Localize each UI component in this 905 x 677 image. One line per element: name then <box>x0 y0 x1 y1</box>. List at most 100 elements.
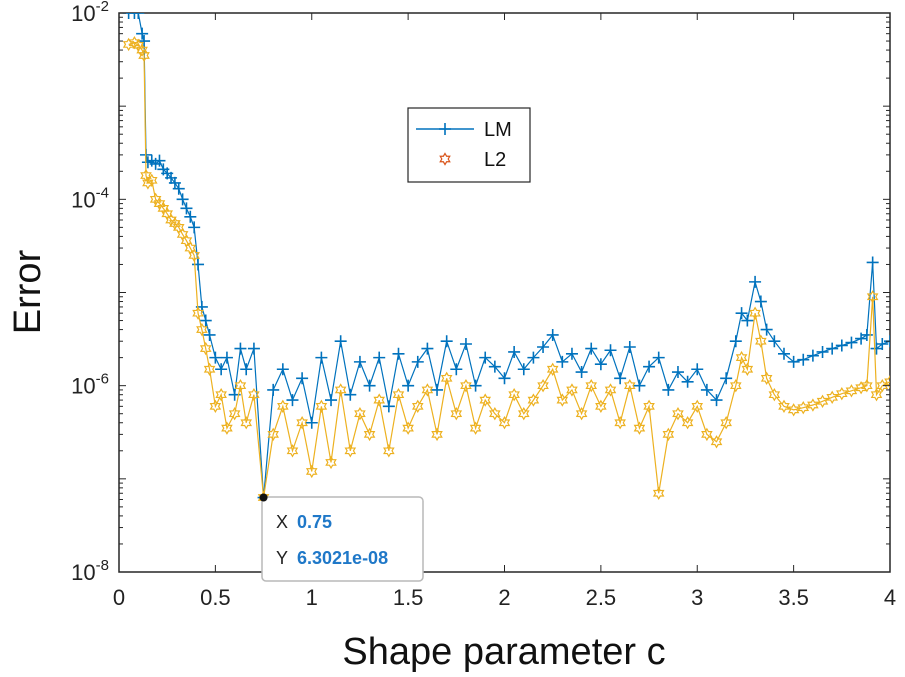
data-point <box>517 363 530 376</box>
data-point <box>556 393 569 407</box>
data-point <box>373 351 386 364</box>
data-point <box>305 416 318 429</box>
data-point <box>575 407 588 421</box>
data-point <box>286 394 299 407</box>
data-point <box>652 351 665 364</box>
data-point <box>797 353 810 366</box>
data-point <box>234 378 247 393</box>
legend-box <box>407 107 531 183</box>
data-point <box>604 344 617 357</box>
data-point <box>411 399 424 414</box>
data-point <box>421 383 434 397</box>
data-point <box>787 355 800 368</box>
data-point <box>866 290 879 304</box>
data-point <box>508 388 520 402</box>
data-point <box>334 383 347 397</box>
data-point <box>459 338 472 351</box>
data-point <box>735 307 748 320</box>
data-point <box>741 314 754 327</box>
data-point <box>566 383 578 397</box>
data-point <box>556 355 569 368</box>
data-point <box>479 393 492 407</box>
y-tick-label: 10-2 <box>71 0 109 26</box>
data-point <box>866 256 879 269</box>
series-line <box>128 13 890 498</box>
legend-marker <box>439 152 451 166</box>
data-point <box>777 347 790 360</box>
data-point <box>860 328 873 341</box>
data-point <box>835 339 848 352</box>
data-point <box>277 399 289 414</box>
data-point <box>816 394 829 408</box>
data-point <box>565 347 578 360</box>
data-point <box>344 388 357 401</box>
data-point <box>392 388 405 402</box>
data-point <box>710 435 723 449</box>
data-point <box>402 421 414 435</box>
data-point <box>411 355 424 368</box>
series-LM <box>122 13 890 504</box>
data-point <box>546 362 559 376</box>
datatip-x-label: X <box>276 512 288 532</box>
series-L2 <box>122 36 890 505</box>
data-point <box>662 383 675 396</box>
data-point <box>240 416 253 430</box>
data-point <box>248 388 260 402</box>
data-point <box>681 416 694 430</box>
data-point <box>353 355 366 368</box>
datatip[interactable]: X 0.75 Y 6.3021e-08 <box>259 493 424 582</box>
y-axis-title: Error <box>7 249 49 334</box>
data-point <box>209 399 222 414</box>
data-point <box>614 372 627 385</box>
data-point <box>749 306 761 320</box>
data-point <box>729 335 742 348</box>
data-point <box>145 173 158 188</box>
y-axis: 10-8 10-6 10-4 10-2 <box>71 0 890 585</box>
data-point <box>460 378 472 393</box>
data-point <box>184 210 197 223</box>
data-point <box>594 358 607 371</box>
data-point <box>192 306 204 320</box>
data-point <box>373 393 386 407</box>
datatip-box <box>261 496 424 582</box>
x-axis: 0 0.5 1 1.5 2 2.5 3 3.5 4 <box>113 13 896 610</box>
data-point <box>267 383 280 396</box>
data-point <box>188 248 200 263</box>
legend[interactable]: LM L2 <box>407 107 531 183</box>
data-point <box>489 407 501 421</box>
data-point <box>247 342 260 355</box>
data-point <box>469 379 482 392</box>
data-point <box>431 427 443 442</box>
data-point <box>836 387 848 401</box>
data-point <box>138 48 150 63</box>
data-point <box>440 371 453 385</box>
data-point <box>585 378 598 393</box>
x-tick-label: 2 <box>498 585 510 610</box>
data-point <box>498 372 511 385</box>
x-tick-label: 0.5 <box>200 585 231 610</box>
data-point <box>787 403 800 417</box>
data-point <box>221 421 233 435</box>
data-point <box>691 399 704 414</box>
data-point <box>633 421 646 435</box>
data-point <box>720 416 732 430</box>
data-point <box>720 372 733 385</box>
plot-area <box>118 12 891 573</box>
data-point <box>392 347 405 360</box>
data-point <box>643 360 656 373</box>
data-point <box>623 341 636 354</box>
data-point <box>421 342 434 355</box>
data-point <box>681 375 694 388</box>
data-point <box>354 407 366 421</box>
data-layer <box>122 13 890 505</box>
data-point <box>768 388 781 402</box>
data-point <box>431 383 444 396</box>
data-point <box>652 486 665 500</box>
data-point <box>234 342 247 355</box>
data-point <box>132 13 145 19</box>
data-point <box>604 383 617 397</box>
data-point <box>215 388 227 402</box>
data-point <box>382 400 395 413</box>
data-point <box>176 193 189 206</box>
data-point <box>498 416 511 430</box>
